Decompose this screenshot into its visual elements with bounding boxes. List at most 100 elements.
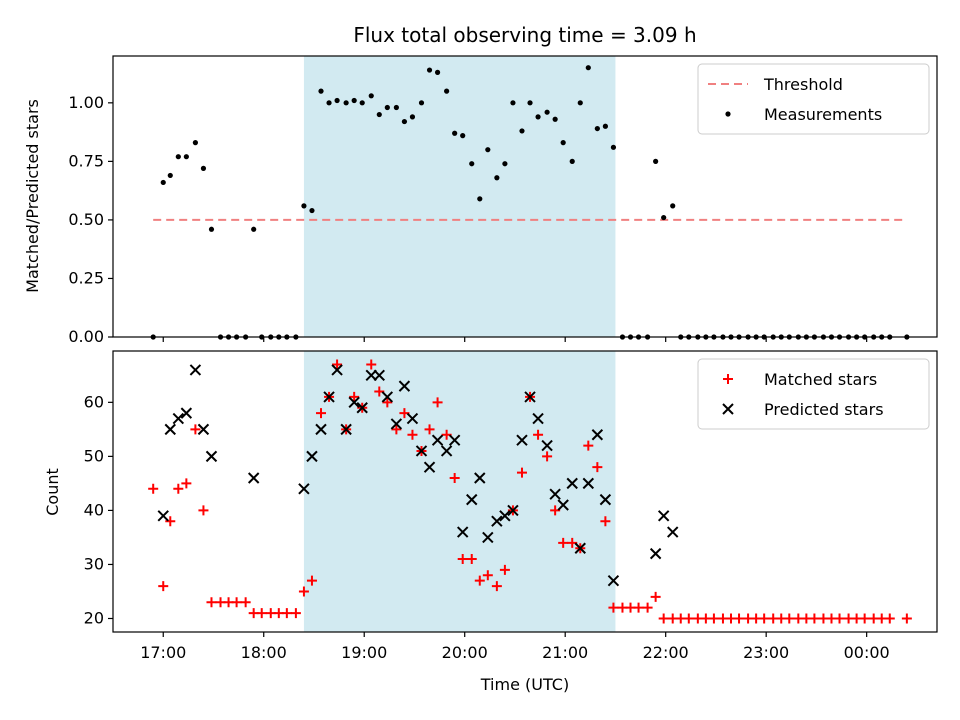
x-axis-label: Time (UTC): [480, 675, 569, 694]
top-series0-point-19: [309, 207, 315, 214]
bottom-series1-point-42: [582, 477, 595, 490]
top-axes-frame: [112, 55, 938, 338]
top-y-tick-label-4: 1.00: [68, 93, 104, 112]
bottom-series1-point-17: [373, 369, 386, 382]
top-series0-point-4: [183, 154, 189, 160]
bottom-series1-point-4: [189, 364, 202, 376]
bottom-series0-point-0: [148, 483, 159, 494]
top-series0-point-42: [502, 161, 508, 167]
x-tick-label-0: 17:00: [140, 643, 186, 662]
top-series0-point-49: [560, 140, 566, 146]
bottom-series1-point-40: [566, 477, 578, 490]
top-y-tick-label-1: 0.25: [68, 268, 104, 287]
top-series0-point-60: [653, 158, 659, 164]
bottom-series0-point-67: [708, 613, 719, 624]
x-tick-label-3: 20:00: [442, 643, 488, 662]
top-series0-point-44: [519, 128, 525, 134]
bottom-series0-point-27: [374, 386, 385, 397]
top-series0-point-46: [535, 114, 541, 120]
top-series0-point-36: [452, 130, 458, 136]
bottom-series0-point-46: [533, 429, 544, 440]
bottom-series1-point-18: [381, 391, 394, 403]
bottom-series0-point-41: [491, 581, 502, 592]
bottom-series1-point-1: [164, 423, 176, 436]
bottom-series0-point-22: [332, 359, 343, 370]
bottom-series1-point-3: [180, 407, 193, 419]
top-series0-point-22: [334, 97, 340, 104]
top-series0-point-61: [661, 214, 667, 221]
bottom-series0-point-11: [240, 597, 251, 608]
bottom-series0-point-52: [583, 440, 594, 451]
bottom-series0-point-55: [608, 602, 619, 613]
top-series0-point-37: [460, 133, 466, 139]
top-series0-point-5: [192, 140, 198, 146]
bottom-series1-point-31: [491, 515, 503, 527]
bottom-series1-point-23: [423, 461, 436, 473]
bottom-series1-point-45: [607, 574, 620, 587]
x-tick-label-1: 18:00: [241, 643, 287, 662]
bottom-legend-marker-0: [723, 374, 733, 384]
top-series0-point-7: [208, 226, 215, 232]
chart-title: Flux total observing time = 3.09 h: [353, 23, 696, 47]
bottom-series1-point-0: [157, 510, 169, 522]
top-series0-point-29: [393, 104, 399, 111]
bottom-series1-point-24: [431, 434, 444, 446]
bottom-series1-point-36: [532, 412, 544, 425]
bottom-series0-point-33: [424, 424, 435, 435]
bottom-series0-point-1: [158, 581, 169, 592]
bottom-series0-point-89: [901, 613, 912, 624]
bottom-series1-point-8: [298, 483, 310, 495]
bottom-series0-point-59: [642, 602, 653, 613]
bottom-series1-point-41: [574, 542, 586, 554]
bottom-series1-point-10: [315, 423, 327, 436]
bottom-series0-point-26: [366, 359, 377, 370]
top-series0-point-32: [418, 100, 425, 106]
bottom-panel: 20 30 40 50 60 17:00 18:00 19:00 20:00 21:00 22:00…: [84, 350, 938, 662]
top-series0-point-1: [160, 179, 166, 186]
bottom-y-axis-label: Count: [43, 468, 62, 516]
bottom-series0-point-13: [256, 608, 267, 619]
bottom-series0-point-88: [884, 613, 895, 624]
bottom-series0-point-47: [542, 451, 553, 462]
bottom-series1-point-46: [649, 547, 662, 560]
top-legend-label-0: Threshold: [763, 75, 843, 94]
top-series0-point-51: [577, 100, 583, 106]
bottom-series0-point-40: [482, 570, 493, 581]
top-series0-point-26: [368, 93, 374, 99]
bottom-series0-point-35: [441, 429, 452, 440]
bottom-series1-point-20: [398, 380, 411, 392]
bottom-series1-point-29: [474, 472, 486, 484]
bottom-series1-point-47: [657, 510, 670, 522]
bottom-legend-label-0: Matched stars: [764, 370, 877, 389]
bottom-series1-point-27: [456, 526, 469, 538]
top-series0-point-39: [477, 196, 483, 202]
top-legend-label-1: Measurements: [764, 105, 882, 124]
top-legend-marker-1: [725, 111, 731, 117]
bottom-series1-point-14: [348, 396, 360, 409]
top-series0-point-3: [175, 154, 181, 160]
bottom-series1-point-7: [247, 472, 260, 484]
bottom-series1-point-26: [448, 434, 461, 446]
bottom-axes-frame: [112, 350, 938, 633]
top-series0-point-27: [376, 111, 382, 118]
bottom-series0-point-28: [382, 397, 393, 408]
top-series0-point-54: [602, 123, 608, 129]
bottom-series1-point-12: [331, 364, 343, 376]
bottom-series0-point-10: [231, 597, 242, 608]
bottom-series1-point-30: [482, 531, 494, 544]
bottom-series1-point-9: [306, 450, 318, 463]
bottom-y-tick-label-2: 40: [84, 500, 104, 519]
bottom-series0-point-82: [834, 613, 845, 624]
bottom-series0-point-37: [457, 554, 468, 565]
bottom-series0-point-58: [633, 602, 644, 613]
bottom-series0-point-29: [391, 424, 402, 435]
bottom-series1-point-11: [323, 391, 335, 403]
bottom-legend: [697, 358, 930, 430]
top-series0-point-35: [444, 88, 450, 94]
bottom-series0-point-85: [859, 613, 870, 624]
bottom-series1-point-37: [541, 439, 553, 452]
bottom-series1-point-43: [591, 429, 604, 441]
bottom-series0-point-76: [784, 613, 795, 624]
bottom-series0-point-70: [734, 613, 745, 624]
bottom-series1-point-25: [440, 445, 453, 457]
